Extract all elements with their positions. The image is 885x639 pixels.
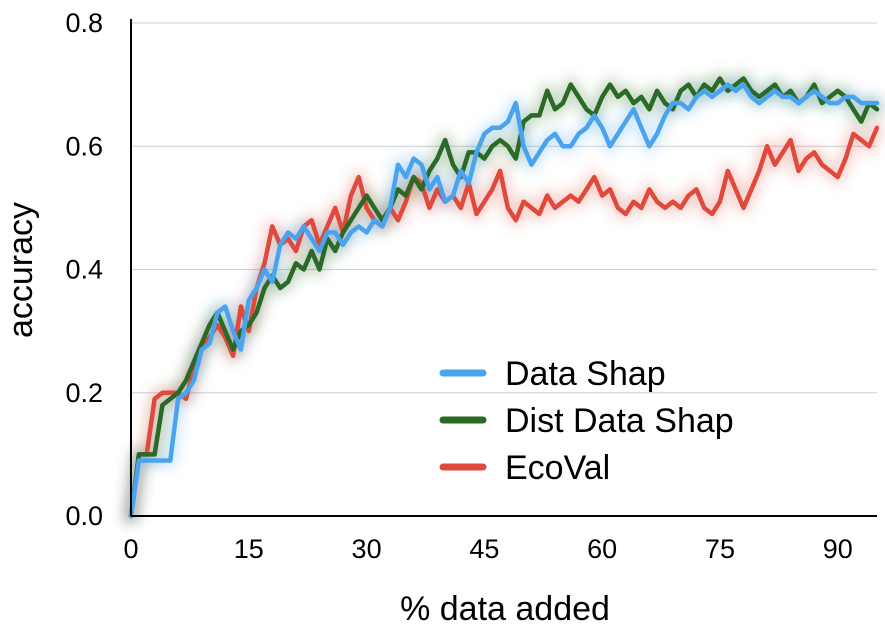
x-tick-label: 0 — [123, 534, 138, 564]
x-tick-label: 60 — [587, 534, 617, 564]
y-tick-label: 0.2 — [65, 378, 103, 408]
x-tick-label: 30 — [352, 534, 382, 564]
x-tick-label: 45 — [469, 534, 499, 564]
x-tick-label: 75 — [705, 534, 735, 564]
y-axis-title: accuracy — [2, 202, 40, 338]
legend-label: Data Shap — [505, 355, 666, 393]
x-tick-label: 15 — [234, 534, 264, 564]
legend-item-data-shap: Data Shap — [439, 355, 666, 393]
series-line-ecoval — [128, 125, 880, 519]
axes — [130, 19, 877, 517]
series-line-data-shap — [128, 82, 880, 519]
x-axis-title: % data added — [400, 590, 610, 628]
legend-item-dist-data-shap: Dist Data Shap — [439, 402, 734, 440]
x-tick-label: 90 — [823, 534, 853, 564]
y-tick-label: 0.4 — [65, 255, 103, 285]
y-tick-label: 0.0 — [65, 501, 103, 531]
legend-label: Dist Data Shap — [505, 402, 734, 440]
legend-item-ecoval: EcoVal — [439, 449, 610, 487]
legend: Data Shap Dist Data Shap EcoVal — [439, 355, 734, 487]
tick-labels: 0.0 0.2 0.4 0.6 0.8 0 15 30 45 60 75 90 — [65, 8, 852, 564]
y-tick-label: 0.6 — [65, 131, 103, 161]
y-tick-label: 0.8 — [65, 8, 103, 38]
series-line-dist-data-shap — [128, 76, 880, 519]
series-lines — [128, 76, 880, 519]
legend-label: EcoVal — [505, 449, 610, 487]
